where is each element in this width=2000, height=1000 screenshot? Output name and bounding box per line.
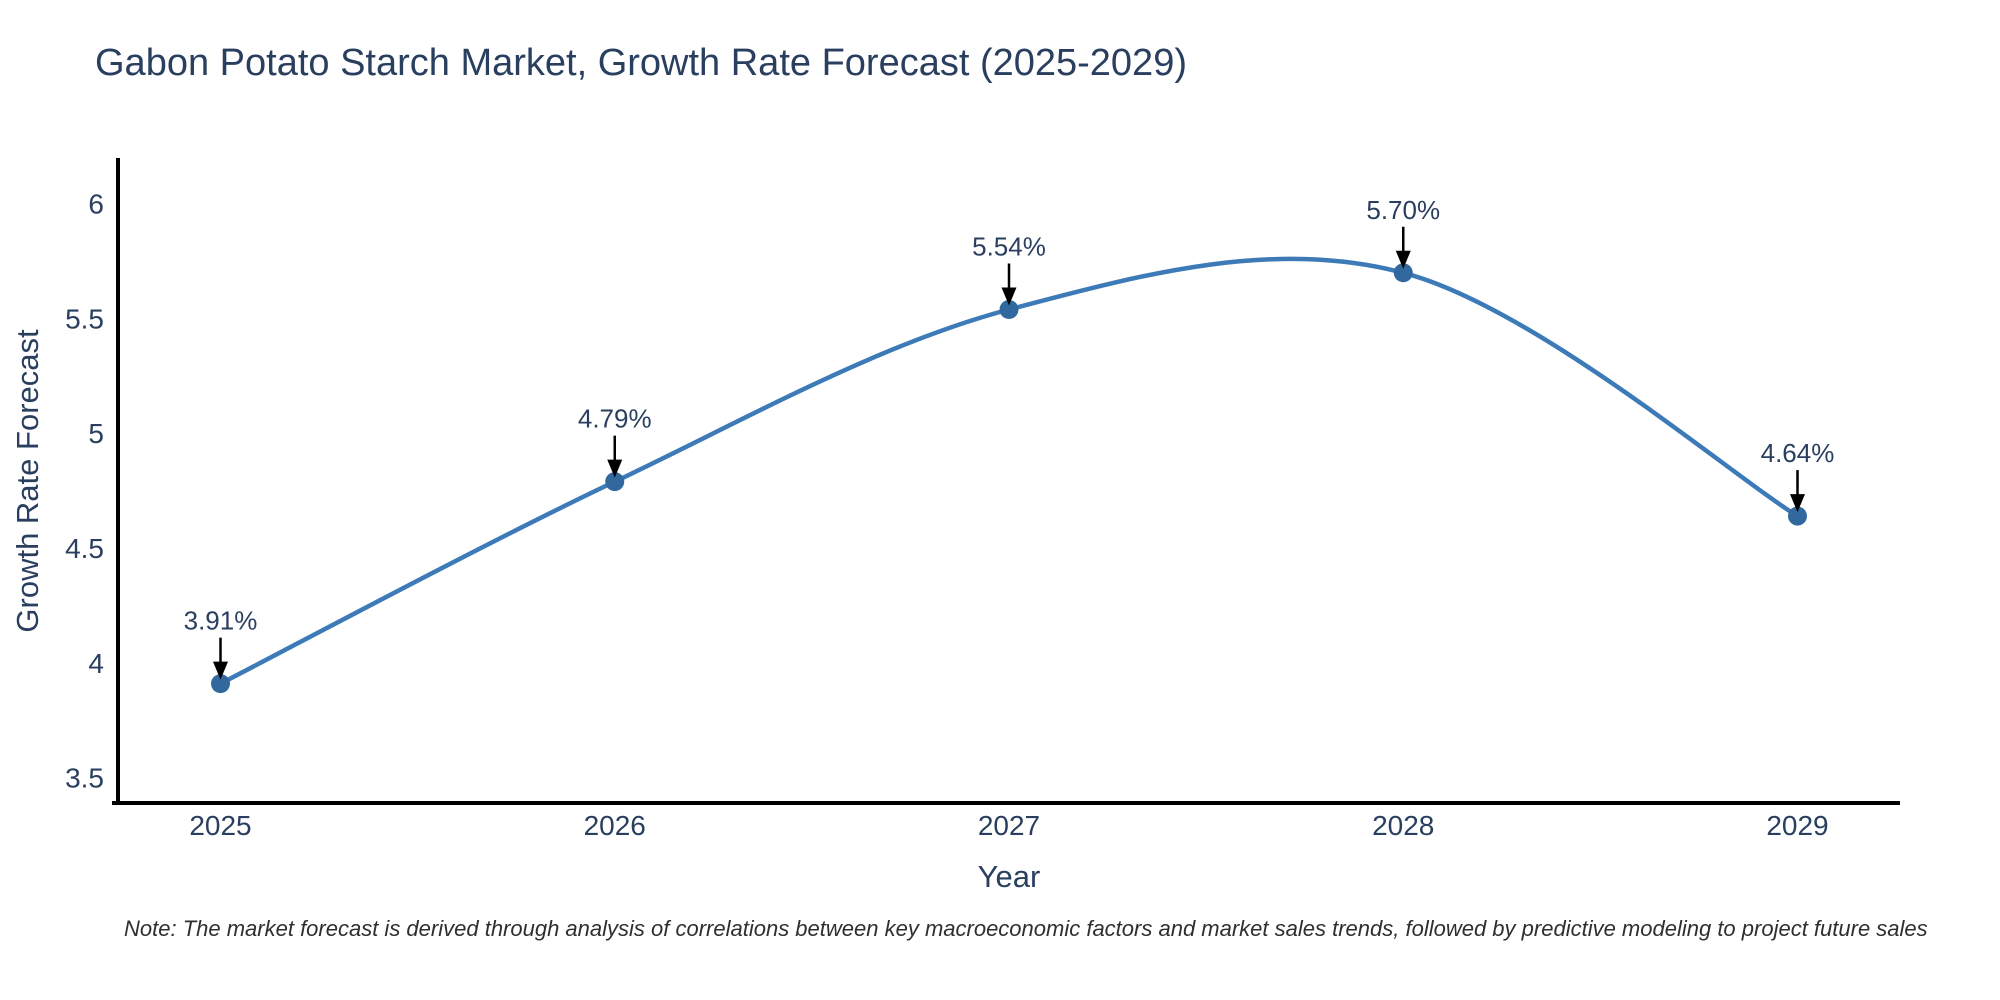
x-tick-label: 2025 [189,810,251,841]
data-point-marker [605,472,625,492]
point-value-label: 4.79% [578,404,652,434]
footnote: Note: The market forecast is derived thr… [124,916,1928,941]
point-value-label: 3.91% [184,606,258,636]
y-tick-label: 6 [88,189,104,220]
annotation-arrowhead [1395,250,1411,269]
x-tick-label: 2026 [584,810,646,841]
y-tick-label: 4 [88,648,104,679]
forecast-line [218,256,1800,686]
annotation-arrowhead [607,459,623,478]
annotation-arrowhead [1789,494,1805,513]
y-tick-label: 5.5 [65,303,104,334]
x-axis-title: Year [977,859,1041,894]
data-point-marker [1787,506,1807,526]
y-tick-label: 4.5 [65,533,104,564]
x-tick-label: 2029 [1766,810,1828,841]
data-point-marker [1393,263,1413,283]
point-value-label: 5.54% [972,231,1046,261]
y-tick-label: 5 [88,418,104,449]
y-tick-label: 3.5 [65,763,104,794]
annotation-arrowhead [213,661,229,680]
point-value-label: 5.70% [1366,195,1440,225]
point-value-label: 4.64% [1761,438,1835,468]
data-point-marker [211,674,231,694]
x-tick-label: 2027 [978,810,1040,841]
data-point-marker [999,299,1019,319]
x-tick-label: 2028 [1372,810,1434,841]
annotation-arrowhead [1001,287,1017,306]
chart-title: Gabon Potato Starch Market, Growth Rate … [95,42,1187,84]
